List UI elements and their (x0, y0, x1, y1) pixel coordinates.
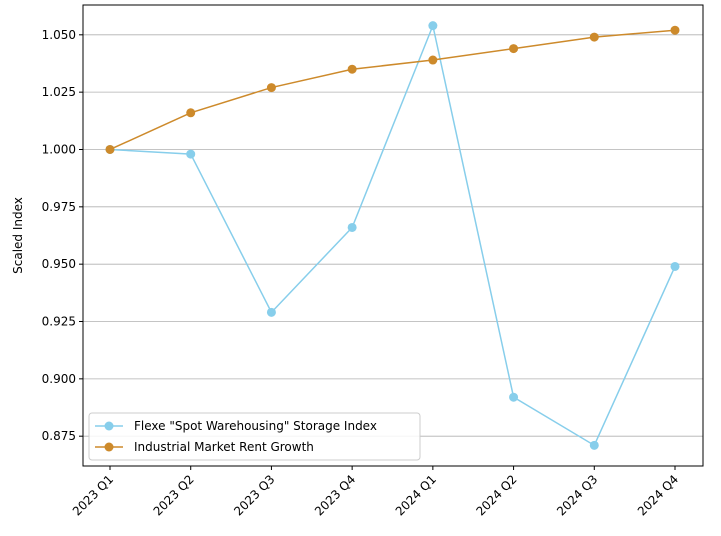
series-point-0 (347, 222, 357, 232)
series-line-1 (109, 29, 676, 151)
series-point-0 (589, 440, 599, 450)
legend-box (88, 412, 421, 461)
series-point-1 (186, 108, 196, 118)
x-tick-label: 2024 Q1 (393, 472, 439, 518)
plot-frame (82, 4, 704, 467)
legend-marker-1 (104, 442, 114, 452)
x-tick-label: 2023 Q4 (312, 472, 358, 518)
legend: Flexe "Spot Warehousing" Storage Index In… (88, 412, 421, 461)
series-line-0 (109, 23, 676, 447)
series-point-1 (266, 83, 276, 93)
y-tick-label: 1.000 (42, 142, 76, 156)
y-tick-label: 0.925 (42, 315, 76, 329)
y-tick-label: 0.900 (42, 372, 76, 386)
x-tick-label: 2023 Q2 (151, 472, 197, 518)
series-point-1 (509, 44, 519, 54)
series-point-1 (105, 144, 115, 154)
y-tick-label: 1.025 (42, 85, 76, 99)
series-point-1 (670, 25, 680, 35)
series-point-1 (589, 32, 599, 42)
legend-label-1: Industrial Market Rent Growth (134, 440, 314, 454)
series-point-1 (428, 55, 438, 65)
series-point-0 (509, 392, 519, 402)
x-tick-label: 2024 Q3 (554, 472, 600, 518)
grid-lines (83, 34, 703, 437)
y-tick-label: 0.875 (42, 429, 76, 443)
legend-marker-0 (104, 421, 114, 431)
x-axis-ticks: 2023 Q1 2023 Q2 2023 Q3 2023 Q4 2024 Q1 2024 … (70, 466, 681, 518)
x-tick-label: 2023 Q1 (70, 472, 116, 518)
y-axis-label: Scaled Index (11, 197, 25, 274)
y-tick-label: 0.950 (42, 257, 76, 271)
series-point-0 (428, 21, 438, 31)
y-axis-ticks: 0.875 0.900 0.925 0.950 0.975 1.000 1.025 1.050 (42, 28, 83, 443)
series-point-0 (266, 307, 276, 317)
series-points (105, 21, 680, 450)
y-tick-label: 1.050 (42, 28, 76, 42)
y-tick-label: 0.975 (42, 200, 76, 214)
x-tick-label: 2024 Q4 (635, 472, 681, 518)
series-point-1 (347, 64, 357, 74)
series-point-0 (670, 261, 680, 271)
x-tick-label: 2023 Q3 (231, 472, 277, 518)
series-lines (109, 23, 676, 447)
legend-label-0: Flexe "Spot Warehousing" Storage Index (134, 419, 377, 433)
series-point-0 (186, 149, 196, 159)
x-tick-label: 2024 Q2 (473, 472, 519, 518)
